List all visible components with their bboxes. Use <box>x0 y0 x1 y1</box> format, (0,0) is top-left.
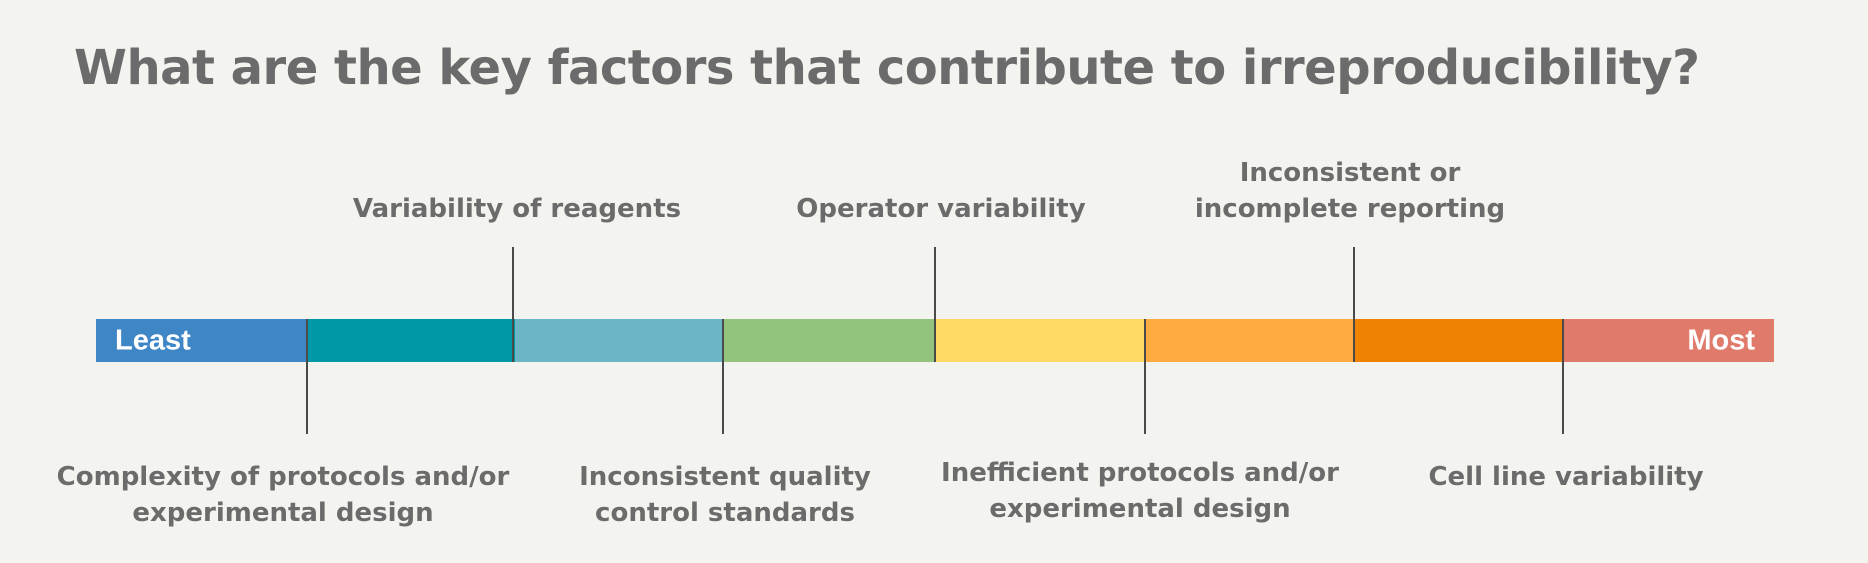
tick-below-1 <box>306 319 308 434</box>
scale-segment-5 <box>935 319 1145 362</box>
tick-above-1 <box>512 247 514 362</box>
factor-label-above: Variability of reagents <box>352 194 682 224</box>
scale-segment-8: Most <box>1564 319 1774 362</box>
factor-label-below: Cell line variability <box>1428 462 1704 492</box>
scale-segment-6 <box>1145 319 1355 362</box>
factor-label-below: Inconsistent quality control standards <box>579 462 871 528</box>
factor-label-above: Inconsistent or incomplete reporting <box>1194 158 1506 224</box>
scale-segment-7 <box>1355 319 1564 362</box>
tick-above-2 <box>934 247 936 362</box>
scale-segment-1: Least <box>96 319 307 362</box>
scale-start-label: Least <box>115 324 191 356</box>
scale-end-label: Most <box>1687 324 1755 356</box>
scale-segment-4 <box>724 319 935 362</box>
scale-segment-2 <box>307 319 515 362</box>
tick-above-3 <box>1353 247 1355 362</box>
page-title: What are the key factors that contribute… <box>74 40 1700 96</box>
tick-below-2 <box>722 319 724 434</box>
factor-label-below: Inefficient protocols and/or experimenta… <box>941 458 1339 524</box>
factor-label-above: Operator variability <box>796 194 1086 224</box>
tick-below-3 <box>1144 319 1146 434</box>
tick-below-4 <box>1562 319 1564 434</box>
scale-segment-3 <box>515 319 724 362</box>
scale-bar: Least Most <box>96 319 1774 362</box>
factor-label-below: Complexity of protocols and/or experimen… <box>56 462 510 528</box>
